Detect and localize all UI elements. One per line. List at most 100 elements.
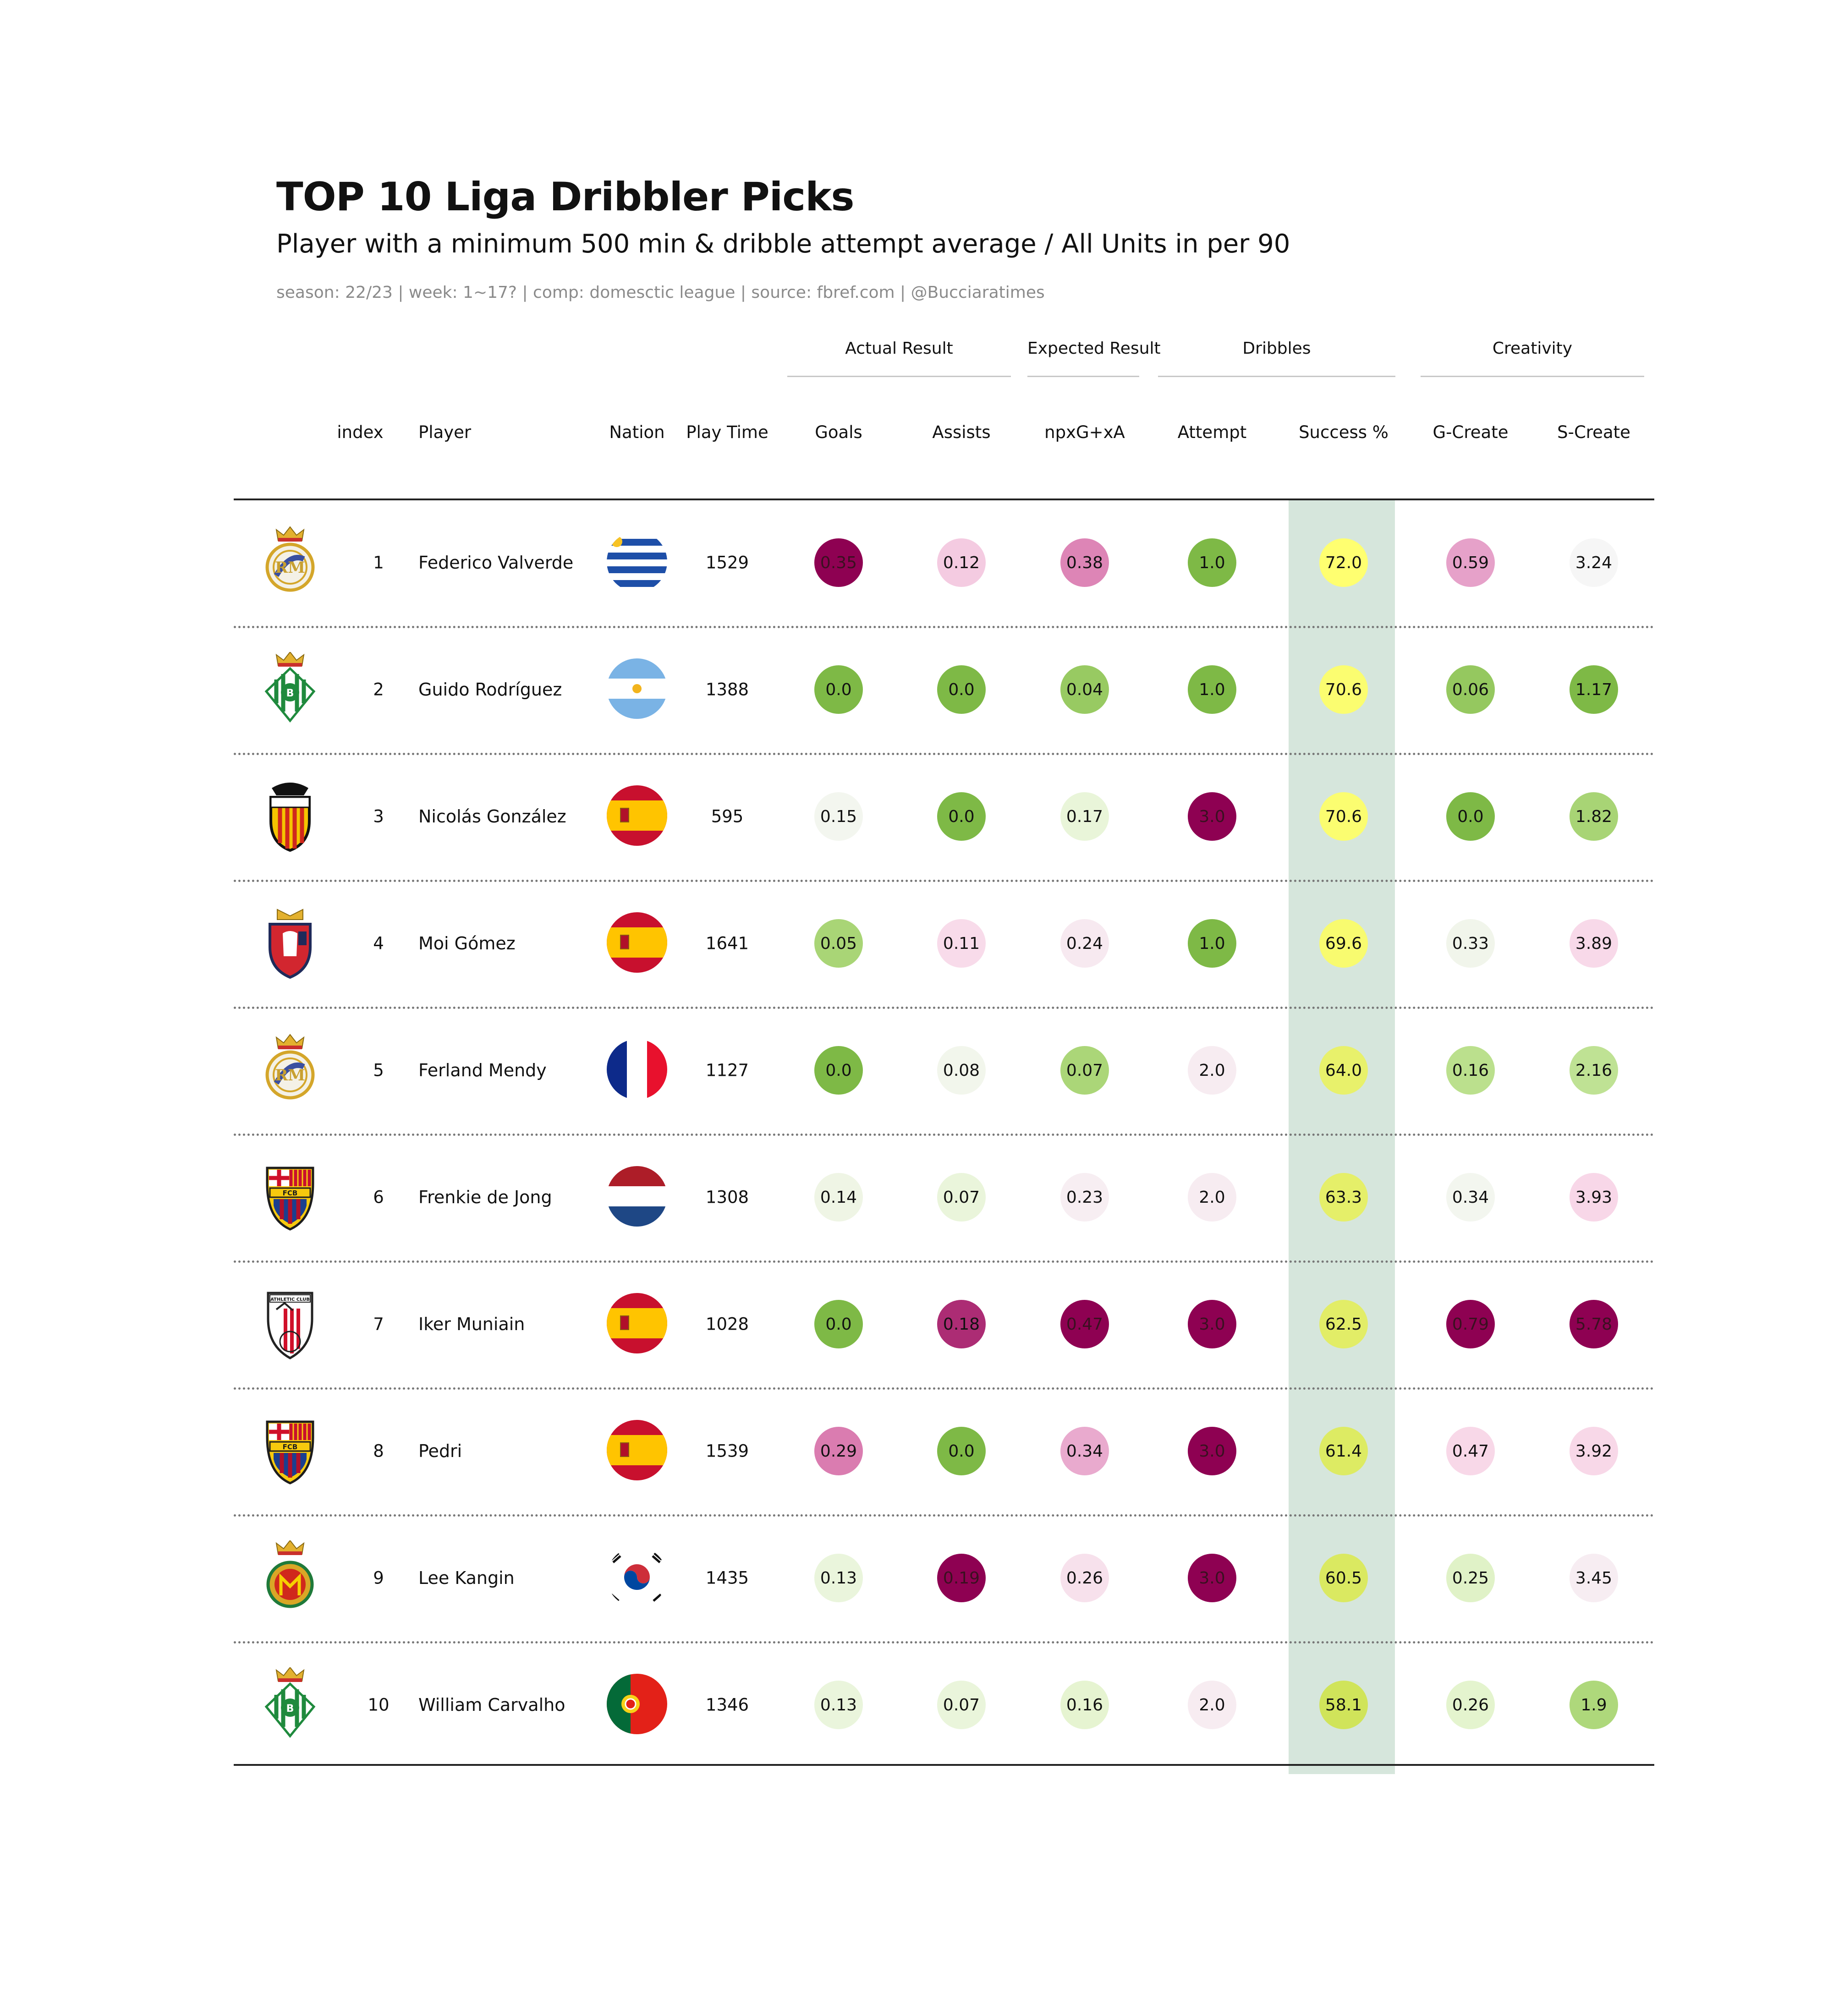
group-expected-result: Expected Result bbox=[1027, 339, 1161, 377]
player-name-moi-gomez: Moi Gómez bbox=[418, 933, 516, 953]
attempt-value-circle: 2.0 bbox=[1188, 1046, 1236, 1095]
npxg-value-circle: 0.47 bbox=[1060, 1300, 1109, 1348]
goals-value-circle: 0.15 bbox=[814, 792, 863, 841]
screate-value-circle: 1.82 bbox=[1570, 792, 1618, 841]
flag-netherlands-icon bbox=[607, 1166, 667, 1228]
player-name-federico-valverde: Federico Valverde bbox=[418, 553, 574, 573]
play-time-value: 1539 bbox=[705, 1441, 749, 1461]
row-separator bbox=[234, 1134, 1654, 1136]
row-index: 10 bbox=[368, 1695, 390, 1715]
header-success: Success % bbox=[1299, 422, 1388, 442]
header-player: Player bbox=[418, 422, 472, 442]
assists-value-circle: 0.12 bbox=[937, 538, 986, 587]
club-crest-barcelona-icon: FCB bbox=[258, 1160, 322, 1235]
club-crest-real-madrid-icon: RM bbox=[258, 1033, 322, 1108]
npxg-value-circle: 0.07 bbox=[1060, 1046, 1109, 1095]
assists-value-circle: 0.0 bbox=[937, 665, 986, 714]
header-nation: Nation bbox=[609, 422, 665, 442]
flag-spain-icon bbox=[607, 1420, 667, 1482]
svg-text:RM: RM bbox=[275, 1066, 305, 1085]
screate-value-circle: 5.78 bbox=[1570, 1300, 1618, 1348]
screate-value-circle: 1.9 bbox=[1570, 1681, 1618, 1729]
row-separator bbox=[234, 1387, 1654, 1390]
player-name-iker-muniain: Iker Muniain bbox=[418, 1314, 525, 1334]
row-index: 8 bbox=[373, 1441, 384, 1461]
header-npxg: npxG+xA bbox=[1044, 422, 1125, 442]
screate-value-circle: 3.93 bbox=[1570, 1173, 1618, 1222]
row-index: 2 bbox=[373, 679, 384, 700]
success-value-circle: 70.6 bbox=[1319, 665, 1368, 714]
assists-value-circle: 0.11 bbox=[937, 919, 986, 968]
gcreate-value-circle: 0.59 bbox=[1446, 538, 1495, 587]
success-value-circle: 62.5 bbox=[1319, 1300, 1368, 1348]
goals-value-circle: 0.14 bbox=[814, 1173, 863, 1222]
gcreate-value-circle: 0.16 bbox=[1446, 1046, 1495, 1095]
success-value-circle: 61.4 bbox=[1319, 1427, 1368, 1475]
svg-text:FCB: FCB bbox=[283, 1443, 298, 1451]
goals-value-circle: 0.0 bbox=[814, 1300, 863, 1348]
club-crest-barcelona-icon: FCB bbox=[258, 1413, 322, 1489]
attempt-value-circle: 1.0 bbox=[1188, 665, 1236, 714]
row-separator bbox=[234, 753, 1654, 755]
header-goals: Goals bbox=[815, 422, 862, 442]
flag-spain-icon bbox=[607, 1293, 667, 1355]
row-separator bbox=[234, 1007, 1654, 1009]
club-crest-real-madrid-icon: RM bbox=[258, 525, 322, 600]
group-creativity: Creativity bbox=[1421, 339, 1644, 377]
npxg-value-circle: 0.38 bbox=[1060, 538, 1109, 587]
npxg-value-circle: 0.34 bbox=[1060, 1427, 1109, 1475]
player-name-ferland-mendy: Ferland Mendy bbox=[418, 1060, 547, 1080]
row-index: 1 bbox=[373, 553, 384, 573]
club-crest-mallorca-icon bbox=[258, 1539, 322, 1616]
success-value-circle: 63.3 bbox=[1319, 1173, 1368, 1222]
flag-portugal-icon bbox=[607, 1674, 667, 1736]
chart-title: TOP 10 Liga Dribbler Picks bbox=[276, 174, 855, 220]
gcreate-value-circle: 0.26 bbox=[1446, 1681, 1495, 1729]
gcreate-value-circle: 0.0 bbox=[1446, 792, 1495, 841]
table-bottom-rule bbox=[234, 1764, 1654, 1766]
play-time-value: 1346 bbox=[705, 1695, 749, 1715]
club-crest-valencia-icon bbox=[258, 779, 322, 854]
play-time-value: 1308 bbox=[705, 1187, 749, 1207]
screate-value-circle: 2.16 bbox=[1570, 1046, 1618, 1095]
assists-value-circle: 0.08 bbox=[937, 1046, 986, 1095]
goals-value-circle: 0.35 bbox=[814, 538, 863, 587]
row-separator bbox=[234, 1641, 1654, 1643]
row-separator bbox=[234, 626, 1654, 628]
player-name-lee-kangin: Lee Kangin bbox=[418, 1568, 515, 1588]
assists-value-circle: 0.07 bbox=[937, 1681, 986, 1729]
club-crest-osasuna-icon bbox=[258, 906, 322, 981]
gcreate-value-circle: 0.25 bbox=[1446, 1554, 1495, 1602]
npxg-value-circle: 0.24 bbox=[1060, 919, 1109, 968]
goals-value-circle: 0.05 bbox=[814, 919, 863, 968]
flag-spain-icon bbox=[607, 912, 667, 975]
club-crest-real-betis-icon: B bbox=[258, 1666, 322, 1742]
attempt-value-circle: 2.0 bbox=[1188, 1173, 1236, 1222]
attempt-value-circle: 3.0 bbox=[1188, 1300, 1236, 1348]
header-assists: Assists bbox=[932, 422, 991, 442]
success-value-circle: 64.0 bbox=[1319, 1046, 1368, 1095]
header-screate: S-Create bbox=[1557, 422, 1630, 442]
attempt-value-circle: 3.0 bbox=[1188, 792, 1236, 841]
assists-value-circle: 0.19 bbox=[937, 1554, 986, 1602]
play-time-value: 1127 bbox=[705, 1060, 749, 1080]
row-index: 6 bbox=[373, 1187, 384, 1207]
player-name-nicolas-gonzalez: Nicolás González bbox=[418, 806, 566, 827]
npxg-value-circle: 0.04 bbox=[1060, 665, 1109, 714]
play-time-value: 1435 bbox=[705, 1568, 749, 1588]
success-value-circle: 72.0 bbox=[1319, 538, 1368, 587]
svg-text:FCB: FCB bbox=[283, 1189, 298, 1197]
gcreate-value-circle: 0.47 bbox=[1446, 1427, 1495, 1475]
gcreate-value-circle: 0.33 bbox=[1446, 919, 1495, 968]
row-separator bbox=[234, 1514, 1654, 1517]
npxg-value-circle: 0.23 bbox=[1060, 1173, 1109, 1222]
assists-value-circle: 0.07 bbox=[937, 1173, 986, 1222]
flag-korea-icon bbox=[607, 1547, 667, 1609]
goals-value-circle: 0.13 bbox=[814, 1554, 863, 1602]
row-index: 4 bbox=[373, 933, 384, 953]
screate-value-circle: 1.17 bbox=[1570, 665, 1618, 714]
row-index: 5 bbox=[373, 1060, 384, 1080]
npxg-value-circle: 0.16 bbox=[1060, 1681, 1109, 1729]
row-index: 3 bbox=[373, 806, 384, 827]
goals-value-circle: 0.29 bbox=[814, 1427, 863, 1475]
